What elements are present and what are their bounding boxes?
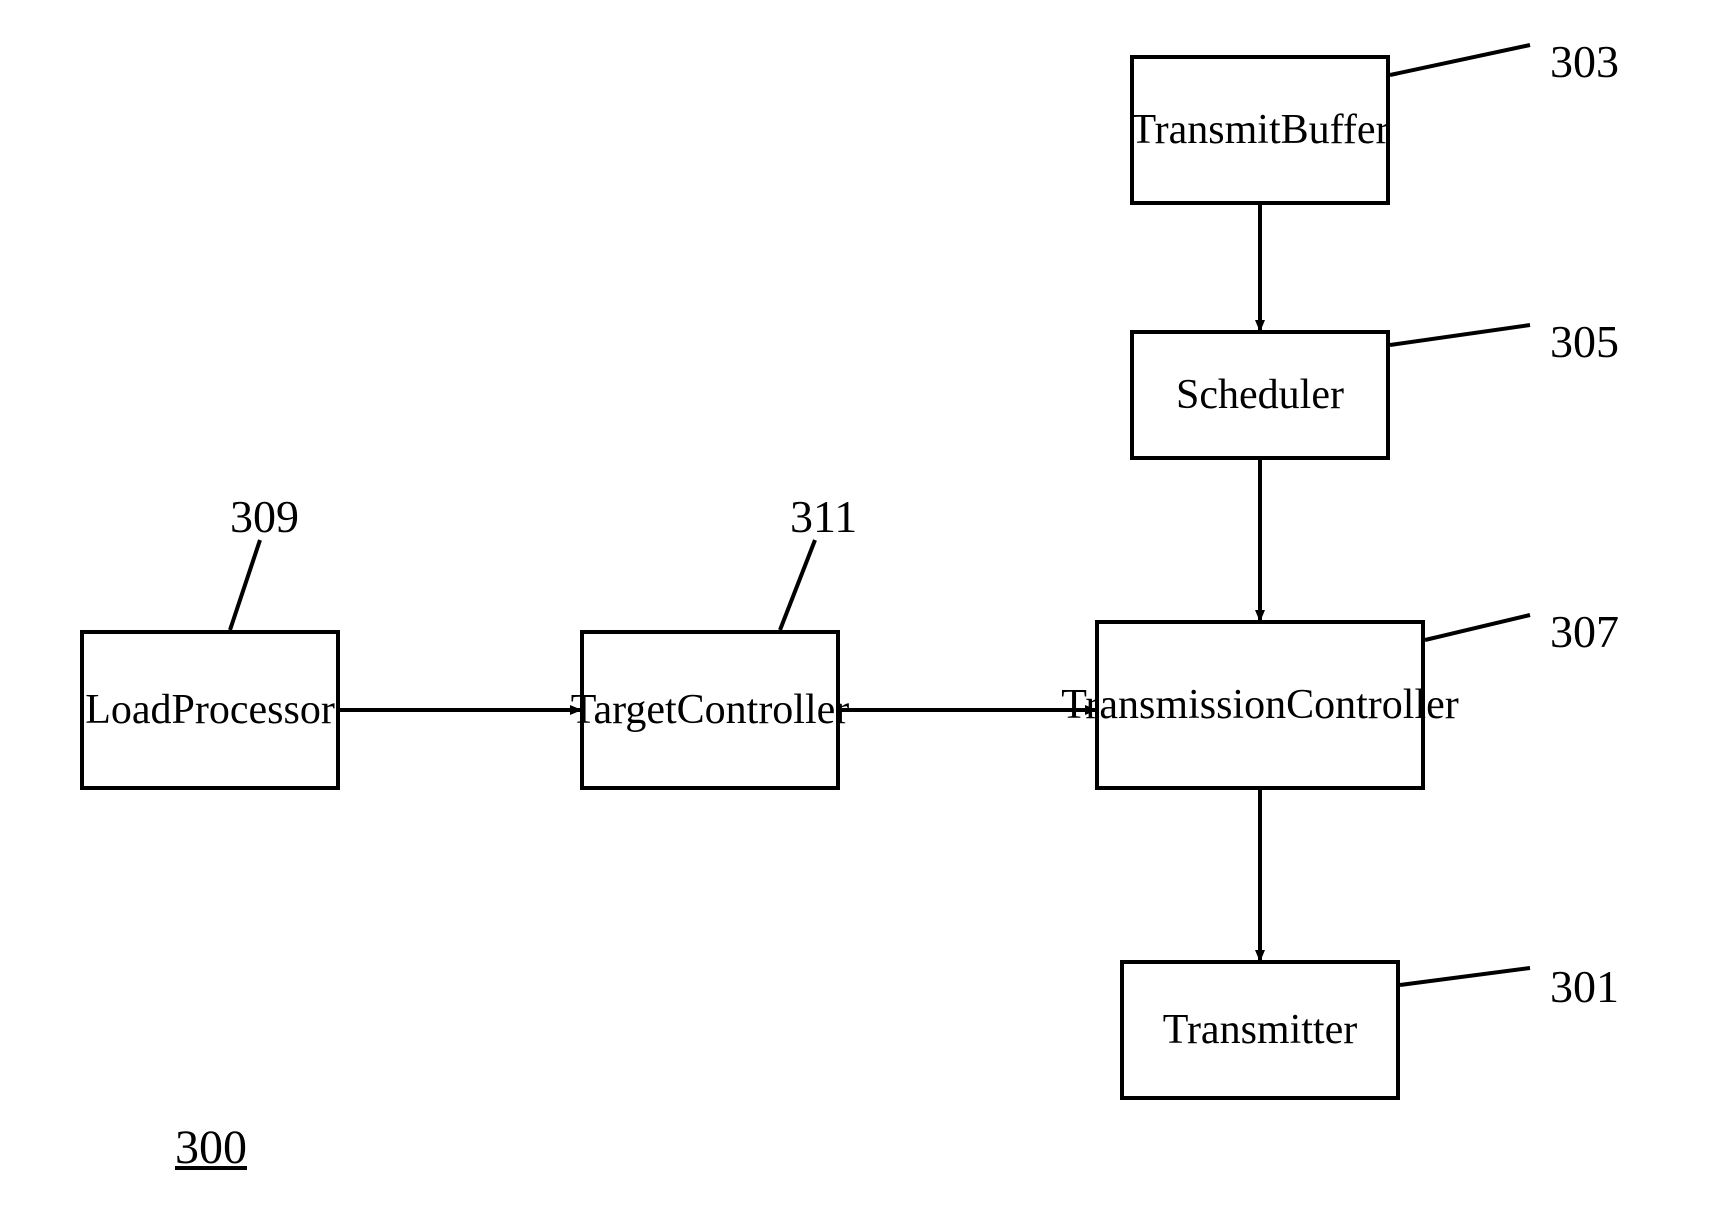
block-diagram: TransmitBuffer 303 Scheduler 305 Transmissio… <box>0 0 1735 1227</box>
ref-label-305: 305 <box>1550 315 1619 368</box>
leader-309 <box>230 540 260 630</box>
node-load_processor: LoadProcessor <box>80 630 340 790</box>
node-label-line: Transmit <box>1130 105 1280 155</box>
figure-label: 300 <box>175 1120 247 1175</box>
ref-label-303: 303 <box>1550 35 1619 88</box>
ref-label-311: 311 <box>790 490 857 543</box>
leader-303 <box>1390 45 1530 75</box>
leader-301 <box>1400 968 1530 985</box>
ref-label-307: 307 <box>1550 605 1619 658</box>
leader-307 <box>1425 615 1530 640</box>
node-label-line: Controller <box>677 685 850 735</box>
node-label-line: Transmission <box>1061 680 1286 730</box>
leader-311 <box>780 540 815 630</box>
node-scheduler: Scheduler <box>1130 330 1390 460</box>
node-label-line: Target <box>571 685 677 735</box>
node-label-line: Processor <box>172 685 335 735</box>
node-label-line: Controller <box>1286 680 1459 730</box>
connectors-svg <box>0 0 1735 1227</box>
node-label-line: Load <box>85 685 171 735</box>
node-transmission_controller: TransmissionController <box>1095 620 1425 790</box>
node-label-line: Scheduler <box>1176 370 1344 420</box>
node-label-line: Buffer <box>1281 105 1390 155</box>
node-label-line: Transmitter <box>1163 1005 1357 1055</box>
node-transmit_buffer: TransmitBuffer <box>1130 55 1390 205</box>
node-target_controller: TargetController <box>580 630 840 790</box>
ref-label-301: 301 <box>1550 960 1619 1013</box>
leader-305 <box>1390 325 1530 345</box>
node-transmitter: Transmitter <box>1120 960 1400 1100</box>
ref-label-309: 309 <box>230 490 299 543</box>
